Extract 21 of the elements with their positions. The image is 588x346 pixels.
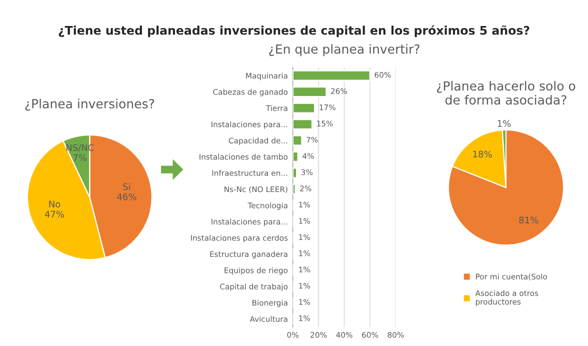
bar — [292, 134, 303, 146]
bar — [292, 118, 313, 130]
bar — [292, 70, 371, 82]
data-label: 18% — [473, 150, 492, 158]
chart-title: ¿En que planea invertir? — [269, 44, 420, 56]
bar — [292, 102, 316, 114]
pie-slice — [448, 129, 564, 246]
bar — [292, 86, 327, 98]
bar — [292, 167, 298, 178]
data-label: 81% — [519, 216, 538, 224]
chart-title: ¿Planea hacerlo solo o de forma asociada? — [436, 80, 576, 105]
bar — [292, 151, 299, 162]
slice-label: Si — [123, 183, 130, 190]
slice-label: No — [49, 200, 60, 208]
chart-title: ¿Planea inversiones? — [25, 98, 154, 111]
text: ¿Tiene usted planeadas inversiones de capital en los próximos 5 años? — [58, 25, 530, 38]
data-label: 7% — [73, 154, 87, 162]
data-label: 47% — [44, 210, 64, 218]
data-label: 46% — [117, 193, 136, 200]
data-label: 1% — [498, 120, 511, 127]
bar — [292, 184, 296, 195]
